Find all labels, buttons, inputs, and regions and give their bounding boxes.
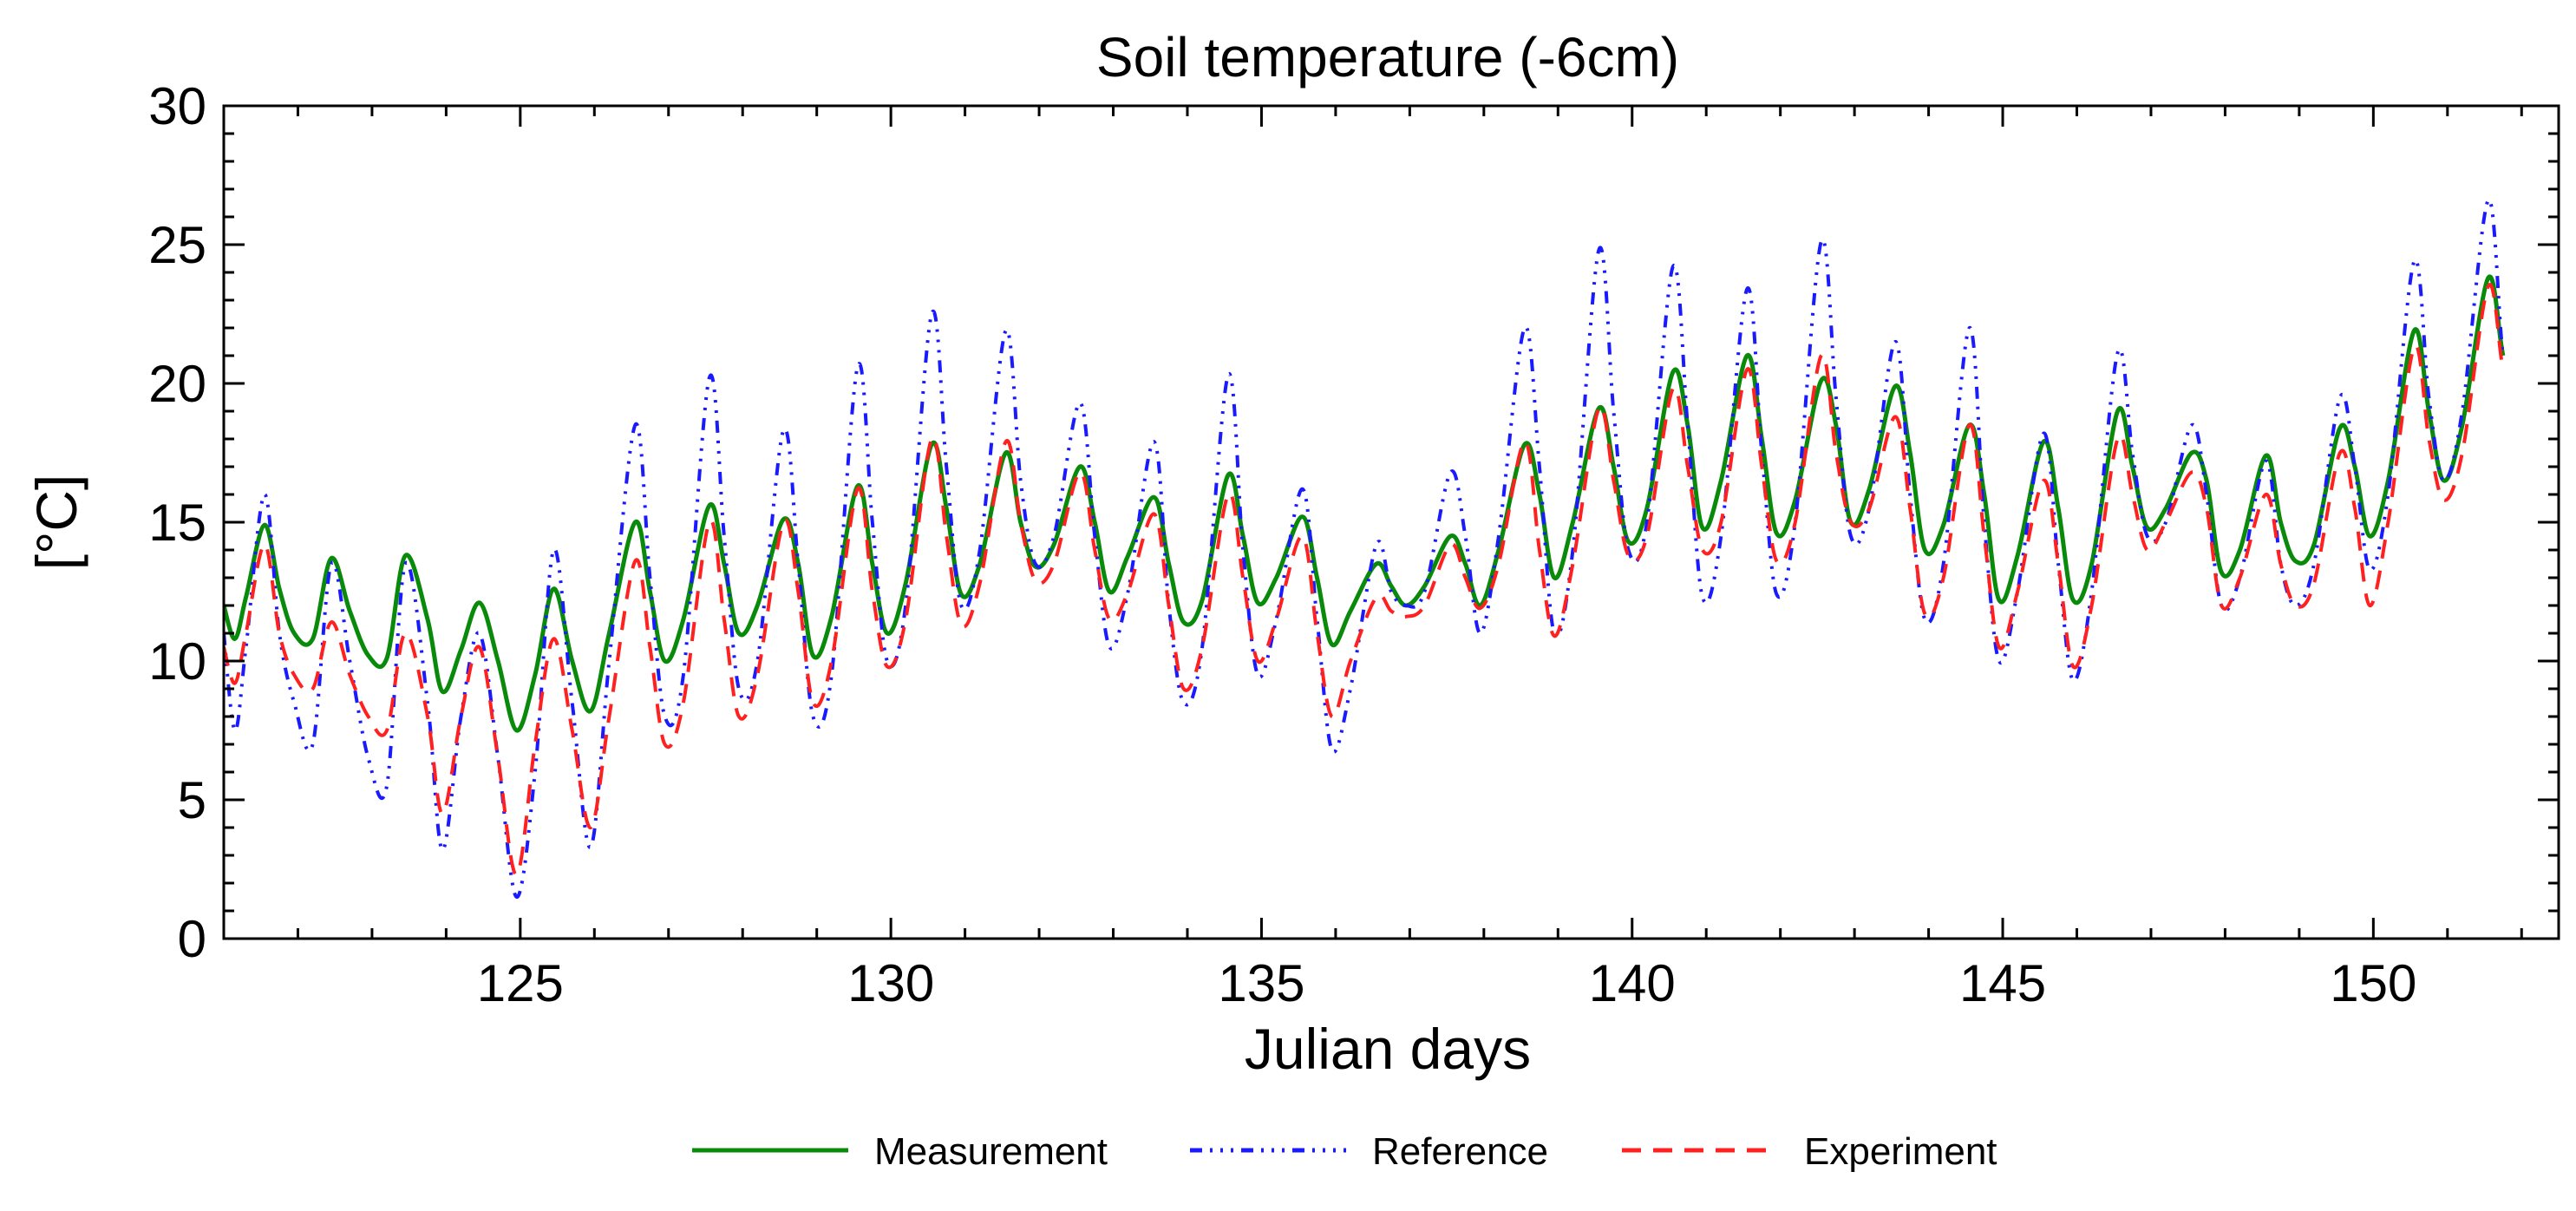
y-tick-label: 5 bbox=[178, 771, 206, 829]
y-tick-label: 0 bbox=[178, 910, 206, 968]
y-tick-label: 15 bbox=[148, 494, 206, 552]
x-tick-label: 135 bbox=[1218, 954, 1304, 1012]
y-tick-label: 20 bbox=[148, 355, 206, 413]
series-line-experiment bbox=[224, 283, 2505, 877]
x-tick-label: 130 bbox=[847, 954, 934, 1012]
y-axis-label: [°C] bbox=[24, 475, 88, 571]
x-tick-label: 145 bbox=[1959, 954, 2046, 1012]
x-tick-label: 140 bbox=[1589, 954, 1676, 1012]
series-layer bbox=[224, 198, 2506, 900]
y-tick-label: 25 bbox=[148, 216, 206, 274]
x-axis-label: Julian days bbox=[1245, 1017, 1531, 1081]
legend-label-measurement: Measurement bbox=[874, 1130, 1108, 1173]
chart-title: Soil temperature (-6cm) bbox=[1096, 26, 1679, 88]
legend-label-reference: Reference bbox=[1372, 1130, 1548, 1173]
legend-label-experiment: Experiment bbox=[1804, 1130, 1997, 1173]
series-line-measurement bbox=[224, 274, 2506, 733]
x-tick-label: 150 bbox=[2330, 954, 2416, 1012]
legend: Measurement Reference Experiment bbox=[692, 1130, 1997, 1173]
x-tick-label: 125 bbox=[477, 954, 564, 1012]
y-tick-label: 10 bbox=[148, 632, 206, 691]
ticks-layer: 125 130 135 140 145 150 0 5 10 15 20 25 30 bbox=[148, 77, 2559, 1012]
y-tick-label: 30 bbox=[148, 77, 206, 135]
